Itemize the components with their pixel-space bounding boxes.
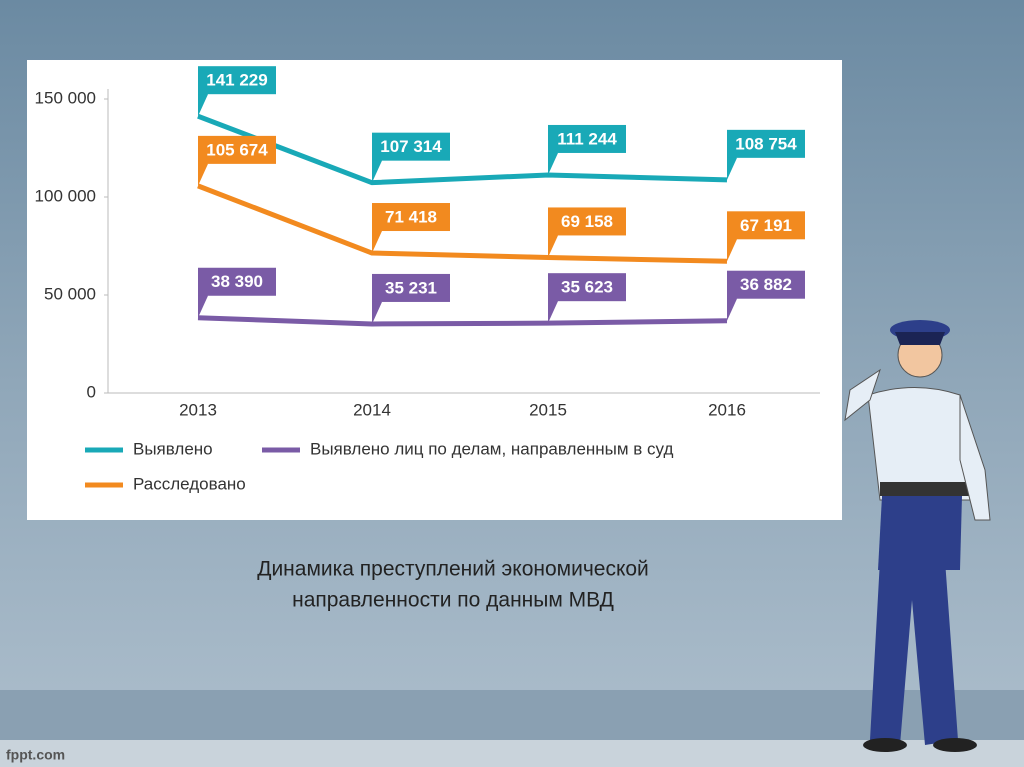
policeman	[844, 320, 991, 752]
data-label: 36 882	[740, 275, 792, 294]
label-callout	[727, 235, 737, 262]
label-callout	[372, 297, 382, 324]
label-callout	[198, 90, 208, 117]
label-box	[372, 203, 450, 232]
y-tick-label: 150 000	[35, 88, 96, 107]
data-label: 35 231	[385, 278, 437, 297]
caption: Динамика преступлений экономической	[257, 558, 649, 581]
data-label: 108 754	[735, 134, 797, 153]
y-tick-label: 50 000	[44, 284, 96, 303]
series-line	[197, 113, 728, 186]
x-tick-label: 2015	[529, 400, 567, 419]
label-box	[198, 135, 276, 164]
series-line	[197, 315, 728, 327]
data-label: 111 244	[557, 129, 617, 148]
label-box	[548, 207, 626, 236]
x-tick-label: 2014	[353, 400, 391, 419]
legend-label: Выявлено	[133, 439, 213, 458]
x-tick-label: 2016	[708, 400, 746, 419]
label-box	[727, 129, 805, 158]
label-box	[198, 267, 276, 296]
y-tick-label: 100 000	[35, 186, 96, 205]
data-label: 67 191	[740, 216, 792, 235]
label-callout	[198, 291, 208, 318]
label-box	[548, 124, 626, 153]
y-tick-label: 0	[87, 382, 96, 401]
label-callout	[727, 294, 737, 321]
label-box	[372, 132, 450, 161]
data-label: 107 314	[380, 137, 442, 156]
data-label: 71 418	[385, 208, 437, 227]
label-callout	[372, 156, 382, 183]
series-line	[197, 183, 728, 264]
label-box	[727, 211, 805, 240]
watermark: fppt.com	[6, 747, 65, 763]
data-label: 69 158	[561, 212, 613, 231]
data-label: 38 390	[211, 272, 263, 291]
data-label: 141 229	[206, 71, 267, 90]
label-box	[372, 273, 450, 302]
legend-label: Выявлено лиц по делам, направленным в су…	[310, 439, 673, 458]
data-label: 35 623	[561, 278, 613, 297]
label-box	[548, 273, 626, 302]
caption: направленности по данным МВД	[292, 589, 614, 612]
label-callout	[548, 231, 558, 258]
band	[0, 690, 1024, 740]
label-callout	[727, 153, 737, 180]
label-box	[727, 270, 805, 299]
label-callout	[372, 227, 382, 254]
label-callout	[548, 148, 558, 175]
footer	[0, 740, 1024, 767]
label-box	[198, 66, 276, 95]
label-callout	[198, 159, 208, 186]
data-label: 105 674	[206, 140, 268, 159]
legend-label: Расследовано	[133, 474, 246, 493]
x-tick-label: 2013	[179, 400, 217, 419]
label-callout	[548, 297, 558, 324]
